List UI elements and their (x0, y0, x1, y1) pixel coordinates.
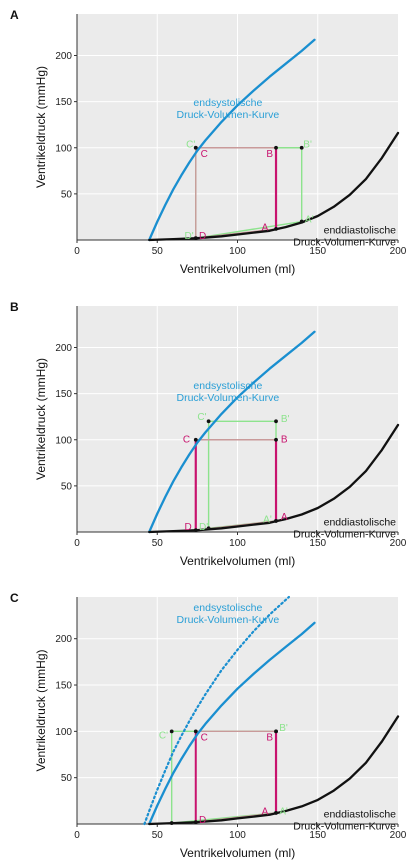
annotation-line: endsystolische (193, 602, 262, 614)
loop-point (274, 437, 278, 442)
annotation-line: endsystolische (193, 97, 262, 109)
point-label: C' (159, 731, 168, 742)
x-tick-label: 100 (229, 246, 246, 257)
panel-label: B (10, 300, 19, 314)
point-label: A' (263, 515, 272, 526)
annotation-esp: endsystolische Druck-Volumen-Kurve (177, 97, 280, 121)
annotation-line: endsystolische (193, 380, 262, 392)
panel-a: 0 50 100 150 200 50 100 150 200 Ventrikelvolumen … (10, 8, 407, 276)
annotation-line: Druck-Volumen-Kurve (177, 109, 280, 121)
point-label: C' (197, 412, 206, 423)
x-axis-label: Ventrikelvolumen (ml) (180, 846, 295, 860)
annotation-line: enddiastolische (324, 809, 397, 821)
y-tick-label: 100 (55, 143, 72, 154)
annotation-line: Druck-Volumen-Kurve (293, 821, 396, 833)
point-label: D (199, 231, 206, 242)
y-tick-label: 50 (61, 481, 73, 492)
curve-esp-shifted (143, 595, 290, 826)
point-label: C (201, 149, 208, 160)
panel-c: 0 50 100 150 200 50 100 150 200 Ventrikelvolumen … (10, 591, 407, 860)
annotation-line: Druck-Volumen-Kurve (293, 529, 396, 541)
point-label: A' (305, 214, 314, 225)
annotation-line: enddiastolische (324, 225, 397, 237)
point-label: D' (199, 522, 208, 533)
loop-point (274, 419, 278, 424)
loop-point (206, 419, 211, 424)
y-axis-label: Ventrikeldruck (mmHg) (34, 649, 48, 771)
annotation-esp: endsystolische Druck-Volumen-Kurve (177, 380, 280, 404)
y-tick-label: 100 (55, 435, 72, 446)
y-axis-label: Ventrikeldruck (mmHg) (34, 66, 48, 188)
x-tick-label: 200 (390, 830, 407, 841)
loop-segment (195, 220, 302, 239)
curve-esp (148, 330, 316, 534)
panel-label: A (10, 8, 19, 22)
y-tick-label: 100 (55, 727, 72, 738)
y-tick-label: 50 (61, 189, 73, 200)
point-label: C' (186, 140, 195, 151)
point-label: B (266, 732, 273, 743)
loop-point (274, 145, 278, 150)
loop-point (193, 437, 198, 442)
y-tick-label: 150 (55, 97, 72, 108)
panel-label: C (10, 591, 19, 605)
y-axis-label: Ventrikeldruck (mmHg) (34, 358, 48, 480)
x-tick-label: 150 (309, 538, 326, 549)
loop-point (193, 729, 198, 734)
point-label: C (201, 732, 208, 743)
x-tick-label: 200 (390, 538, 407, 549)
x-tick-label: 150 (309, 830, 326, 841)
point-label: B (281, 434, 288, 445)
annotation-line: Druck-Volumen-Kurve (177, 614, 280, 626)
point-label: A (262, 223, 269, 234)
x-axis-label: Ventrikelvolumen (ml) (180, 262, 295, 276)
y-tick-label: 200 (55, 51, 72, 62)
panel-b: 0 50 100 150 200 50 100 150 200 Ventrikelvolumen … (10, 300, 407, 568)
y-tick-label: 150 (55, 681, 72, 692)
annotation-line: enddiastolische (324, 517, 397, 529)
point-label: A (281, 512, 288, 523)
curve-edp (148, 423, 400, 534)
point-label: B (266, 149, 273, 160)
annotation-edp: enddiastolische Druck-Volumen-Kurve (293, 225, 396, 249)
loop-point (169, 729, 174, 734)
loop-point (274, 729, 278, 734)
x-tick-label: 50 (152, 538, 164, 549)
loop-point (299, 145, 304, 150)
x-tick-label: 0 (74, 830, 80, 841)
x-tick-label: 50 (152, 246, 164, 257)
y-tick-label: 50 (61, 773, 73, 784)
x-tick-label: 0 (74, 246, 80, 257)
curve-edp (148, 715, 400, 826)
loop-point (193, 145, 198, 150)
point-label: B' (281, 414, 290, 425)
point-label: A' (279, 807, 288, 818)
x-tick-label: 150 (309, 246, 326, 257)
x-tick-label: 100 (229, 538, 246, 549)
y-tick-label: 200 (55, 343, 72, 354)
point-label: D' (185, 231, 194, 242)
point-label: D (185, 522, 192, 533)
x-tick-label: 100 (229, 830, 246, 841)
curve-esp (148, 621, 316, 826)
annotation-line: Druck-Volumen-Kurve (293, 237, 396, 249)
x-axis-label: Ventrikelvolumen (ml) (180, 554, 295, 568)
annotation-edp: enddiastolische Druck-Volumen-Kurve (293, 809, 396, 833)
point-label: C (183, 434, 190, 445)
point-label: B' (279, 723, 288, 734)
curve-edp (148, 131, 400, 242)
point-label: A (262, 807, 269, 818)
x-tick-label: 0 (74, 538, 80, 549)
curve-esp (148, 38, 316, 242)
annotation-esp: endsystolische Druck-Volumen-Kurve (177, 602, 280, 626)
y-tick-label: 150 (55, 389, 72, 400)
annotation-line: Druck-Volumen-Kurve (177, 392, 280, 404)
x-tick-label: 200 (390, 246, 407, 257)
point-label: B' (303, 140, 312, 151)
x-tick-label: 50 (152, 830, 164, 841)
point-label: D (199, 815, 206, 826)
annotation-edp: enddiastolische Druck-Volumen-Kurve (293, 517, 396, 541)
y-tick-label: 200 (55, 634, 72, 645)
